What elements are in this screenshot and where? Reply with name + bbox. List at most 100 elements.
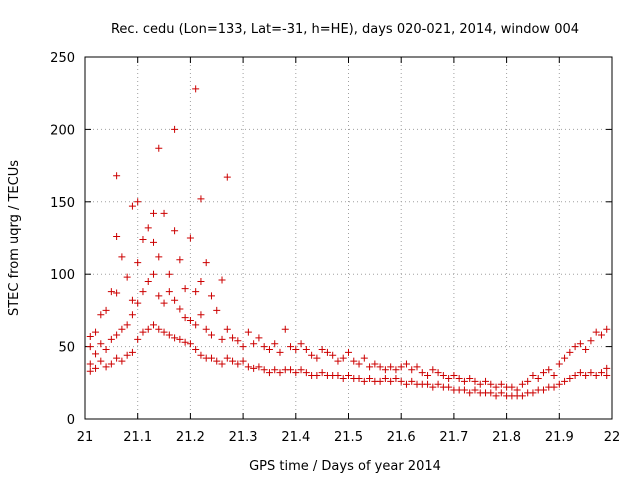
x-tick-label: 21 — [77, 430, 94, 445]
data-point — [171, 334, 179, 342]
data-point — [287, 366, 295, 374]
data-point — [381, 366, 389, 374]
data-point — [260, 366, 268, 374]
data-point — [508, 383, 516, 391]
data-point — [424, 380, 432, 388]
data-point — [218, 360, 226, 368]
data-point — [155, 325, 163, 333]
data-point — [466, 374, 474, 382]
data-point — [402, 360, 410, 368]
data-point — [339, 354, 347, 362]
data-point — [597, 331, 605, 339]
data-point — [603, 372, 611, 380]
x-tick-label: 21.3 — [229, 430, 258, 445]
data-point — [482, 377, 490, 385]
data-point — [576, 340, 584, 348]
x-axis-ticks: 21 21.1 21.2 21.3 21.4 21.5 21.6 21.7 21.8 21.9 22 — [77, 57, 620, 445]
data-point — [355, 374, 363, 382]
data-point — [471, 386, 479, 394]
x-axis-label: GPS time / Days of year 2014 — [249, 459, 441, 474]
data-point — [218, 276, 226, 284]
data-point — [302, 345, 310, 353]
data-point — [387, 377, 395, 385]
x-tick-label: 21.1 — [123, 430, 152, 445]
data-point — [302, 369, 310, 377]
data-point — [86, 332, 94, 340]
data-point — [566, 374, 574, 382]
data-point — [408, 366, 416, 374]
data-point — [497, 380, 505, 388]
data-point — [244, 363, 252, 371]
data-point — [392, 366, 400, 374]
data-point — [160, 209, 168, 217]
chart-title: Rec. cedu (Lon=133, Lat=-31, h=HE), days… — [111, 22, 579, 37]
data-point — [244, 328, 252, 336]
data-point — [197, 195, 205, 203]
data-point — [139, 288, 147, 296]
data-point — [229, 334, 237, 342]
data-point — [176, 305, 184, 313]
data-points — [86, 85, 611, 400]
data-point — [160, 299, 168, 307]
data-point — [408, 377, 416, 385]
data-point — [128, 296, 136, 304]
data-point — [192, 321, 200, 329]
data-point — [292, 369, 300, 377]
data-point — [150, 209, 158, 217]
data-point — [487, 389, 495, 397]
data-point — [207, 292, 215, 300]
data-point — [387, 363, 395, 371]
data-point — [265, 369, 273, 377]
y-tick-label: 200 — [50, 123, 75, 138]
data-point — [239, 357, 247, 365]
data-point — [113, 233, 121, 241]
data-point — [592, 372, 600, 380]
data-point — [329, 351, 337, 359]
data-point — [439, 372, 447, 380]
data-point — [155, 253, 163, 261]
data-point — [592, 328, 600, 336]
data-point — [366, 363, 374, 371]
x-tick-label: 21.5 — [334, 430, 363, 445]
data-point — [318, 369, 326, 377]
data-point — [192, 345, 200, 353]
data-point — [118, 357, 126, 365]
data-point — [250, 340, 258, 348]
data-point — [376, 377, 384, 385]
data-point — [92, 364, 100, 372]
data-point — [181, 285, 189, 293]
data-point — [455, 374, 463, 382]
data-point — [271, 340, 279, 348]
data-point — [345, 348, 352, 356]
data-point — [113, 354, 121, 362]
data-point — [366, 374, 374, 382]
grid-lines — [85, 57, 612, 419]
data-point — [197, 311, 205, 319]
data-point — [339, 374, 347, 382]
data-point — [150, 270, 158, 278]
data-point — [192, 85, 200, 93]
data-point — [334, 357, 342, 365]
data-point — [144, 277, 152, 285]
data-point — [97, 357, 105, 365]
data-point — [139, 235, 147, 243]
data-point — [434, 380, 442, 388]
data-point — [460, 386, 468, 394]
data-point — [308, 351, 316, 359]
data-point — [276, 348, 284, 356]
data-point — [381, 374, 389, 382]
data-point — [181, 314, 189, 322]
data-point — [360, 354, 368, 362]
data-point — [250, 364, 258, 372]
data-point — [107, 360, 115, 368]
data-point — [134, 198, 142, 206]
x-tick-label: 21.6 — [387, 430, 416, 445]
data-point — [260, 343, 268, 351]
data-point — [86, 360, 94, 368]
data-point — [202, 259, 210, 267]
data-point — [571, 343, 579, 351]
x-tick-label: 21.7 — [439, 430, 468, 445]
data-point — [107, 335, 115, 343]
data-point — [255, 334, 263, 342]
data-point — [313, 372, 321, 380]
